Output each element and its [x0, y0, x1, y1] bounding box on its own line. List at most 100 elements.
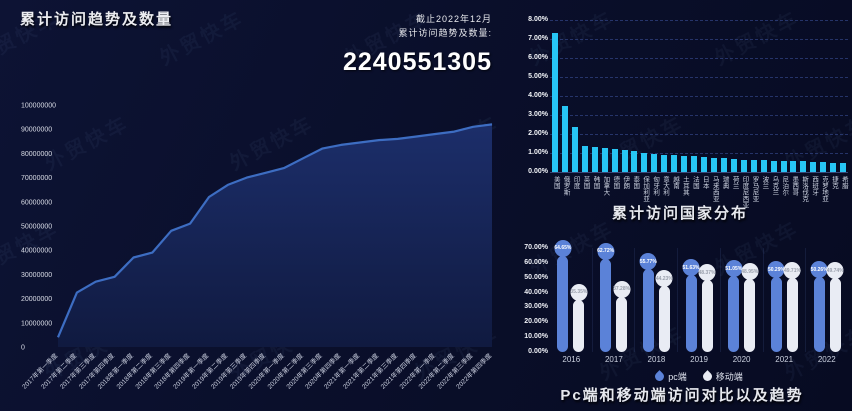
country-bar [830, 162, 837, 172]
country-x-tick: 瑞典 [721, 176, 729, 189]
country-x-slot: 乌克兰 [769, 176, 779, 209]
pm-bar-mobile: 48.95% [741, 263, 759, 352]
country-x-tick: 保加利亚 [641, 176, 649, 202]
pm-value-balloon: 44.23% [655, 270, 673, 288]
country-bar [591, 147, 598, 172]
country-x-tick: 俄罗斯 [562, 176, 570, 196]
pm-y-tick: 10.00% [524, 333, 548, 341]
country-x-tick: 美国 [552, 176, 560, 189]
country-x-slot: 尼泊尔 [779, 176, 789, 209]
pm-value-balloon: 48.95% [741, 263, 759, 281]
country-x-slot: 韩国 [590, 176, 600, 209]
pc-mobile-chart: 0.00% 10.00% 20.00% 30.00% 40.00% 50.00% 60.00… [512, 239, 848, 411]
pm-bar-mobile: 49.71% [783, 262, 801, 352]
country-bar [800, 161, 807, 172]
country-y-tick: 6.00% [528, 54, 548, 61]
country-y-tick: 8.00% [528, 16, 548, 23]
country-bar-slot [639, 153, 649, 172]
country-bar-slot [818, 162, 828, 172]
country-bar [551, 33, 558, 172]
asof-date-label: 截止2022年12月 [415, 14, 492, 24]
pm-value-balloon: 37.28% [613, 280, 631, 298]
country-bar [571, 127, 578, 172]
country-x-slot: 德国 [610, 176, 620, 209]
country-x-tick: 马来西亚 [711, 176, 719, 202]
pm-year-group: 51.05% 48.95% [721, 248, 764, 352]
country-bar-slot [620, 150, 630, 172]
country-x-slot: 荷兰 [729, 176, 739, 209]
country-bar [681, 155, 688, 172]
country-gridline [550, 153, 848, 154]
country-x-tick: 泰国 [631, 176, 639, 189]
country-x-tick: 德国 [611, 176, 619, 189]
country-bar-slot [550, 33, 560, 172]
pm-bar-mobile: 49.74% [826, 262, 844, 352]
country-x-tick: 克罗地亚 [820, 176, 828, 202]
country-x-slot: 加拿大 [600, 176, 610, 209]
country-x-tick: 伊朗 [621, 176, 629, 189]
pm-year-groups: 64.65% 35.35% 62.72% 37.28% 55.77% 44.23% 51.6… [550, 239, 848, 352]
country-x-slot: 克罗地亚 [818, 176, 828, 209]
country-gridline [550, 115, 848, 116]
country-gridline [550, 58, 848, 59]
country-bar-slot [828, 162, 838, 172]
country-x-tick: 土耳其 [681, 176, 689, 196]
pm-y-tick: 40.00% [524, 288, 548, 296]
country-x-slot: 土耳其 [679, 176, 689, 209]
country-bar [641, 153, 648, 172]
pm-year-group: 62.72% 37.28% [593, 242, 636, 352]
country-y-tick: 4.00% [528, 92, 548, 99]
country-x-slot: 瑞典 [719, 176, 729, 209]
country-bar [780, 161, 787, 172]
pm-value-balloon: 50.26% [810, 261, 828, 279]
trend-y-tick: 40000000 [21, 248, 52, 255]
pm-bar-pc: 62.72% [597, 242, 615, 352]
country-bar [701, 157, 708, 172]
trend-area-chart: 0 10000000 20000000 30000000 40000000 5000000… [20, 103, 494, 391]
country-bar [750, 160, 757, 172]
trend-y-tick: 100000000 [21, 103, 56, 110]
trend-area-fill [58, 124, 492, 348]
country-bar [730, 159, 737, 172]
trend-y-tick: 50000000 [21, 224, 52, 231]
pm-y-tick: 30.00% [524, 303, 548, 311]
country-bar [770, 160, 777, 172]
legend-drop-icon [653, 370, 667, 383]
country-bar [671, 155, 678, 172]
pm-y-tick: 60.00% [524, 258, 548, 266]
trend-y-tick: 70000000 [21, 175, 52, 182]
pm-bar-mobile: 35.35% [570, 283, 588, 352]
country-x-slot: 意大利 [659, 176, 669, 209]
country-gridline [550, 77, 848, 78]
country-x-slot: 俄罗斯 [560, 176, 570, 209]
country-x-slot: 伊朗 [620, 176, 630, 209]
pm-bar-pc: 55.77% [639, 253, 657, 352]
country-bar [631, 150, 638, 172]
country-x-slot: 印度尼西亚 [739, 176, 749, 209]
country-x-tick: 捷克 [830, 176, 838, 189]
country-x-tick: 荷兰 [731, 176, 739, 189]
country-gridline [550, 172, 848, 173]
country-x-tick: 西班牙 [810, 176, 818, 196]
total-visits-summary: 截止2022年12月 累计访问趋势及数量: 2240551305 [340, 13, 492, 77]
trend-y-tick: 30000000 [21, 272, 52, 279]
country-x-slot: 匈牙利 [649, 176, 659, 209]
country-x-slot: 英国 [580, 176, 590, 209]
trend-y-tick: 20000000 [21, 296, 52, 303]
chart-legend: pc端 移动端 [550, 370, 848, 383]
country-bar [661, 154, 668, 172]
pm-value-balloon: 48.37% [698, 264, 716, 282]
country-bar-slot [749, 160, 759, 172]
country-bar-slot [580, 146, 590, 172]
country-bar-slot [808, 161, 818, 172]
pm-bar-pc: 51.05% [725, 260, 743, 352]
country-bar [740, 159, 747, 172]
legend-label: pc端 [668, 372, 687, 382]
country-bar [760, 160, 767, 172]
pm-value-balloon: 62.72% [597, 242, 615, 260]
country-bar [691, 156, 698, 172]
country-x-tick: 斯洛伐克 [800, 176, 808, 202]
pm-x-tick: 2022 [817, 355, 836, 364]
pm-y-tick: 50.00% [524, 273, 548, 281]
